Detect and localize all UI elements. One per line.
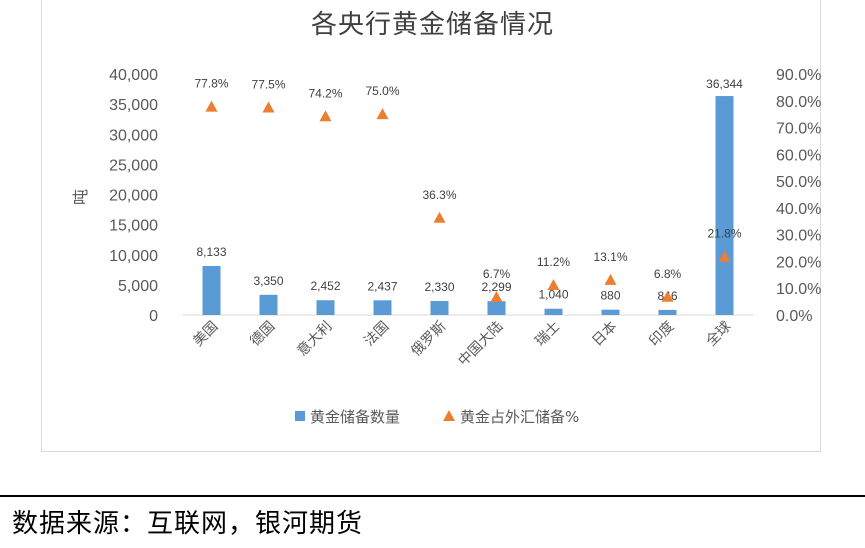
divider: [0, 495, 865, 497]
bar: [373, 300, 392, 315]
percent-data-label: 6.7%: [483, 267, 511, 281]
y2-tick-label: 30.0%: [776, 228, 821, 245]
x-category-label: 法国: [361, 319, 392, 350]
percent-data-label: 36.3%: [422, 188, 456, 202]
chart-title: 各央行黄金储备情况: [310, 10, 554, 40]
percent-marker: [319, 110, 332, 122]
y-tick-label: 25,000: [109, 157, 158, 174]
bar: [316, 300, 335, 315]
y2-tick-label: 40.0%: [776, 201, 821, 218]
bar: [259, 294, 278, 315]
bar-data-label: 36,344: [706, 77, 743, 91]
percent-marker: [205, 100, 218, 112]
y2-tick-label: 90.0%: [776, 67, 821, 84]
percent-data-label: 13.1%: [593, 250, 627, 264]
percent-marker: [376, 108, 389, 120]
percent-marker: [718, 250, 731, 262]
y-tick-label: 30,000: [109, 127, 158, 144]
y-tick-label: 20,000: [109, 188, 158, 205]
bar: [487, 301, 506, 315]
percent-marker: [604, 273, 617, 285]
bar: [658, 309, 677, 315]
bar-data-label: 880: [600, 289, 620, 303]
percent-data-label: 75.0%: [365, 84, 399, 98]
percent-data-label: 74.2%: [308, 86, 342, 100]
legend-marker-label: 黄金占外汇储备%: [460, 408, 579, 426]
x-category-label: 全球: [703, 318, 735, 350]
bar-data-label: 2,452: [310, 279, 340, 293]
y2-tick-label: 50.0%: [776, 174, 821, 191]
bar: [715, 96, 734, 315]
source-note: 数据来源：互联网，银河期货: [12, 509, 364, 539]
percent-marker: [433, 211, 446, 223]
percent-marker: [490, 291, 503, 303]
y-tick-label: 40,000: [109, 67, 158, 84]
x-category-label: 中国大陆: [455, 319, 506, 370]
percent-data-label: 21.8%: [707, 227, 741, 241]
bar: [430, 300, 449, 315]
y2-tick-label: 0.0%: [776, 308, 812, 325]
bar: [601, 309, 620, 315]
legend-bar-label: 黄金储备数量: [310, 408, 400, 426]
y-tick-label: 10,000: [109, 248, 158, 265]
y-tick-label: 15,000: [109, 218, 158, 235]
y2-tick-label: 20.0%: [776, 254, 821, 271]
bar-data-label: 3,350: [253, 274, 283, 288]
legend-marker-swatch: [443, 410, 455, 421]
bar-data-label: 2,330: [424, 280, 454, 294]
y2-tick-label: 80.0%: [776, 94, 821, 111]
y2-tick-label: 60.0%: [776, 147, 821, 164]
y2-tick-label: 10.0%: [776, 281, 821, 298]
percent-data-label: 77.5%: [251, 77, 285, 91]
y-axis-label: 吨: [71, 189, 90, 205]
bar: [202, 265, 221, 315]
y-tick-label: 5,000: [118, 278, 158, 295]
x-category-label: 日本: [589, 319, 620, 350]
percent-data-label: 6.8%: [654, 267, 682, 281]
chart-frame: [41, 0, 821, 452]
percent-data-label: 77.8%: [194, 77, 228, 91]
x-category-label: 印度: [646, 319, 677, 350]
percent-marker: [661, 290, 674, 302]
bar-data-label: 1,040: [538, 288, 568, 302]
x-category-label: 意大利: [294, 318, 336, 360]
bar-data-label: 2,437: [367, 279, 397, 293]
percent-marker: [262, 101, 275, 113]
bar-data-label: 2,299: [481, 280, 511, 294]
percent-data-label: 11.2%: [537, 255, 570, 269]
x-category-label: 美国: [190, 319, 221, 350]
y-tick-label: 35,000: [109, 97, 158, 114]
y2-tick-label: 70.0%: [776, 121, 821, 138]
bar-data-label: 8,133: [196, 245, 226, 259]
legend-bar-swatch: [295, 411, 305, 421]
x-category-label: 德国: [247, 319, 278, 350]
x-category-label: 瑞士: [532, 319, 563, 350]
percent-marker: [547, 279, 560, 291]
y-tick-label: 0: [149, 308, 158, 325]
x-category-label: 俄罗斯: [408, 319, 449, 360]
bar: [544, 308, 563, 315]
